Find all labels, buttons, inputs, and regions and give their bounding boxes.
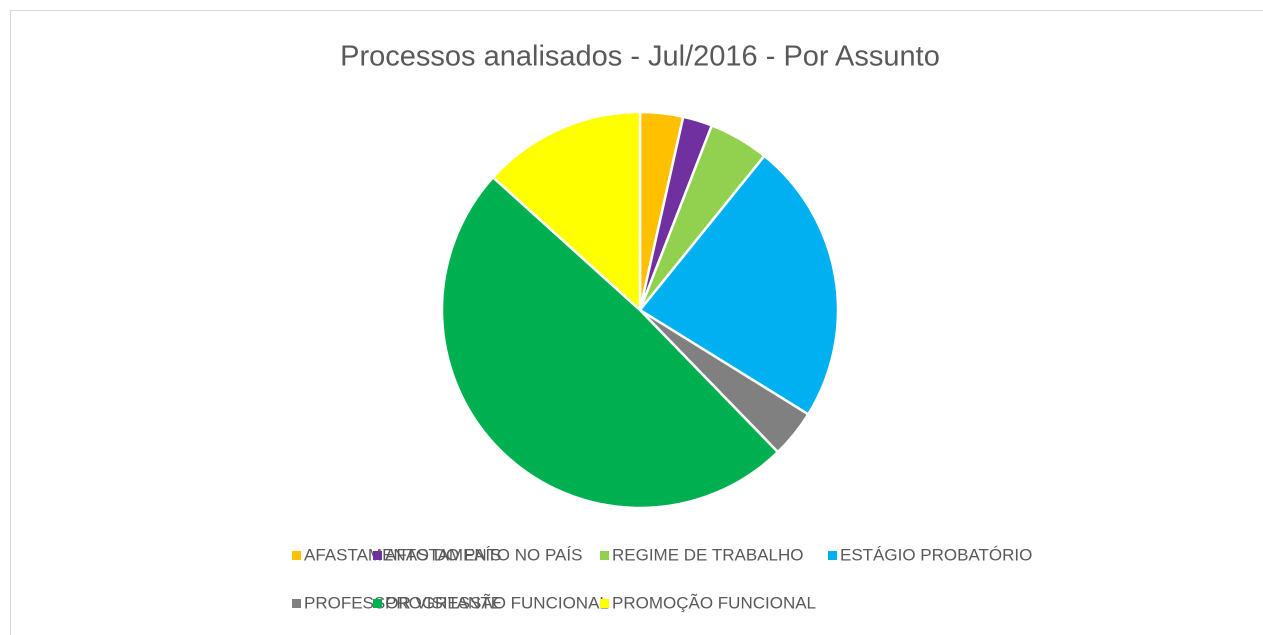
legend-marker [292,551,301,560]
legend-text: PROFESSOR VISITANTE [304,593,502,612]
legend-marker [373,599,382,608]
pie-slice [440,175,780,510]
pie-slice [491,110,642,313]
chart-title: Processos analisados - Jul/2016 - Por As… [340,41,940,73]
legend-text: PROMOÇÃO FUNCIONAL [612,593,816,612]
legend-marker [600,551,609,560]
legend-text: REGIME DE TRABALHO [612,545,803,564]
legend-marker [292,599,301,608]
legend-text: AFASTAMENTO DO PAÍS [304,545,501,564]
legend-text: AFASTAMENTO NO PAÍS [385,545,582,564]
pie-slice [638,154,840,417]
legend-text: ESTÁGIO PROBATÓRIO [840,545,1032,564]
legend-marker [828,551,837,560]
legend-marker [600,599,609,608]
legend-text: PROGRESSÃO FUNCIONAL [385,593,609,612]
legend-marker [373,551,382,560]
